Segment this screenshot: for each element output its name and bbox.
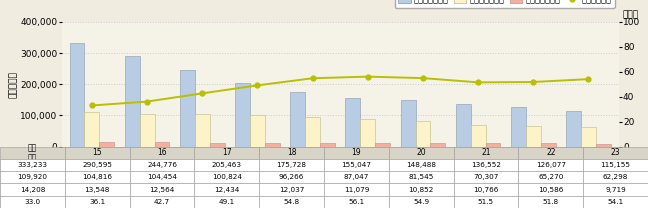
Bar (180, 70, 195, 147)
Bar (290, 92, 305, 147)
Bar (305, 117, 320, 147)
Bar (84, 112, 99, 147)
Bar (541, 143, 556, 147)
Bar (485, 143, 500, 147)
Legend: 認知件数（件）, 檢挙件数（件）, 檢挙人員（人）, 檢挙率（％）: 認知件数（件）, 檢挙件数（件）, 檢挙人員（人）, 檢挙率（％） (395, 0, 615, 8)
Bar (360, 119, 375, 147)
Bar (265, 143, 280, 147)
Bar (511, 107, 526, 147)
Bar (210, 143, 225, 147)
Bar (470, 125, 485, 147)
Bar (456, 104, 470, 147)
Bar (415, 121, 430, 147)
Bar (139, 114, 154, 147)
Bar (596, 144, 611, 147)
Bar (99, 142, 114, 147)
Bar (320, 143, 335, 147)
Bar (581, 127, 596, 147)
Bar (430, 143, 445, 147)
Bar (250, 115, 265, 147)
Bar (345, 98, 360, 147)
Bar (154, 142, 169, 147)
Bar (235, 83, 250, 147)
Bar (526, 126, 541, 147)
Bar (195, 114, 210, 147)
Bar (375, 143, 390, 147)
Y-axis label: （件・人）: （件・人） (8, 71, 17, 98)
Bar (566, 111, 581, 147)
Bar (124, 56, 139, 147)
Bar (400, 100, 415, 147)
Bar (69, 43, 84, 147)
Text: （％）: （％） (622, 11, 638, 20)
